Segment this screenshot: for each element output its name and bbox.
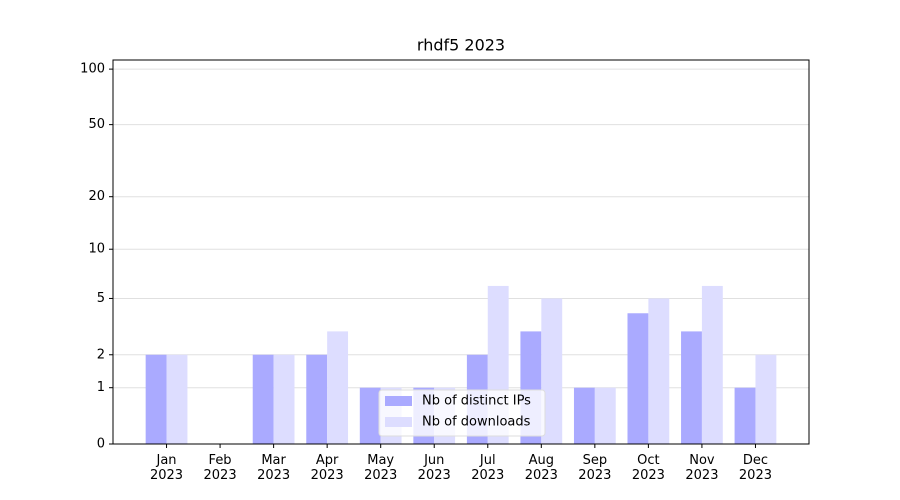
bar: [701, 285, 723, 444]
bar: [359, 387, 381, 444]
y-tick-label: 5: [97, 291, 105, 306]
x-tick-label: Mar 2023: [257, 453, 291, 483]
chart-title: rhdf5 2023: [417, 36, 505, 55]
bar: [166, 354, 188, 444]
bar: [681, 331, 702, 444]
x-tick-label: Dec 2023: [738, 453, 772, 483]
x-tick-label: Sep 2023: [578, 453, 612, 483]
bar: [145, 354, 167, 444]
bar: [252, 354, 274, 444]
bar: [627, 313, 649, 444]
legend-label: Nb of downloads: [422, 415, 531, 430]
axes-frame: [112, 59, 810, 445]
y-tick-label: 0: [97, 437, 105, 452]
bar: [573, 387, 595, 444]
bar: [327, 331, 349, 444]
x-tick-label: Feb 2023: [203, 453, 237, 483]
legend-swatch: [385, 417, 412, 427]
x-tick-label: Jul 2023: [471, 453, 505, 483]
y-tick-label: 10: [88, 242, 105, 257]
legend-box: [378, 389, 546, 437]
x-tick-label: Aug 2023: [524, 453, 558, 483]
x-tick-label: May 2023: [364, 453, 398, 483]
bar: [306, 354, 328, 444]
bar: [594, 387, 616, 444]
x-tick-label: Nov 2023: [685, 453, 719, 483]
y-tick-label: 2: [97, 347, 105, 362]
bar: [755, 354, 777, 444]
bar: [648, 298, 670, 444]
y-tick-label: 20: [88, 189, 105, 204]
x-tick-label: Jun 2023: [417, 453, 451, 483]
legend-swatch: [385, 396, 412, 406]
x-tick-label: Oct 2023: [631, 453, 665, 483]
bar: [541, 298, 563, 444]
x-tick-label: Apr 2023: [310, 453, 344, 483]
bar: [273, 354, 295, 444]
legend-label: Nb of distinct IPs: [422, 394, 531, 409]
y-tick-label: 1: [97, 380, 105, 395]
x-tick-label: Jan 2023: [149, 453, 184, 483]
y-tick-label: 50: [88, 117, 105, 132]
bar: [734, 387, 756, 444]
y-tick-label: 100: [80, 62, 105, 77]
